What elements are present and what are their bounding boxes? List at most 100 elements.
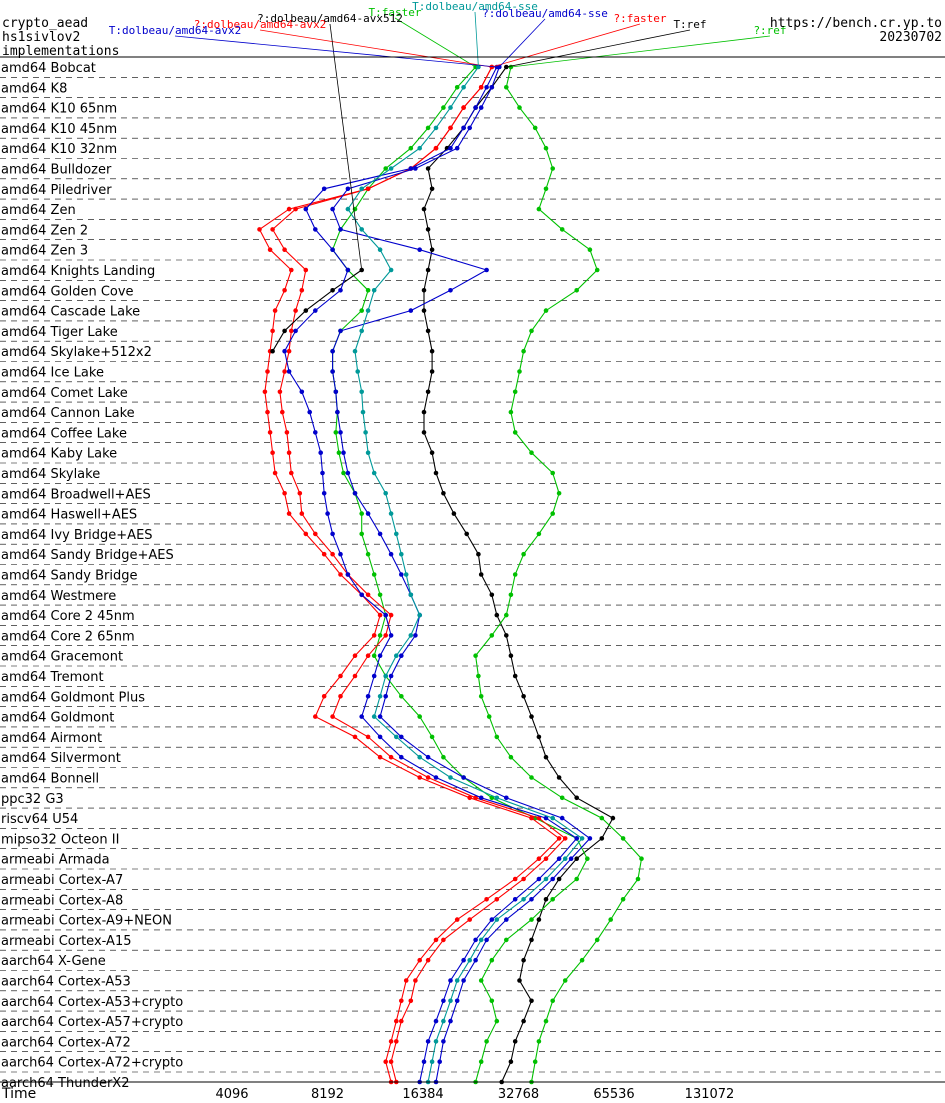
data-point	[388, 1039, 394, 1044]
category-label: ppc32 G3	[1, 792, 64, 807]
legend-leader	[394, 17, 476, 68]
data-point	[494, 612, 500, 618]
data-point	[388, 673, 394, 679]
series-t-ref	[421, 64, 616, 1085]
data-point	[454, 145, 460, 151]
data-point	[286, 450, 292, 456]
data-point	[282, 369, 287, 374]
data-point	[377, 612, 383, 618]
data-point	[494, 795, 500, 801]
legend-entry: ?:faster	[614, 12, 667, 25]
data-point	[574, 856, 579, 861]
data-point	[365, 734, 371, 740]
title-line-3: implementations	[2, 44, 119, 59]
data-point	[383, 673, 389, 679]
data-point	[282, 288, 287, 293]
category-label: mipso32 Octeon II	[1, 832, 119, 847]
data-point	[429, 734, 435, 740]
category-label: amd64 K10 32nm	[1, 142, 117, 157]
data-point	[388, 267, 394, 273]
data-point	[559, 227, 565, 232]
data-point	[504, 85, 509, 90]
data-point	[559, 795, 565, 801]
data-point	[484, 85, 489, 90]
data-point	[556, 491, 562, 496]
date-stamp: 20230702	[879, 30, 942, 45]
x-axis: Time 4096 8192 16384 32768 65536 131072	[1, 1086, 734, 1102]
legend-entry: ?:ref	[753, 24, 786, 37]
data-point	[635, 876, 641, 882]
data-point	[360, 409, 366, 415]
series--dolbeau-amd64-avx2	[257, 64, 562, 1085]
legend-leader	[329, 23, 363, 271]
data-point	[529, 714, 534, 719]
data-point	[473, 653, 478, 658]
data-point	[429, 186, 435, 192]
data-point	[286, 348, 292, 354]
data-point	[433, 125, 439, 131]
data-point	[333, 430, 339, 435]
data-point	[270, 348, 275, 354]
data-point	[267, 247, 273, 252]
data-point	[338, 288, 343, 293]
data-point	[377, 531, 383, 537]
data-point	[508, 754, 514, 760]
data-point	[359, 328, 365, 334]
data-point	[388, 754, 394, 760]
data-point	[365, 694, 371, 699]
x-tick-label: 32768	[498, 1087, 539, 1102]
data-point	[282, 247, 287, 252]
data-point	[388, 166, 394, 171]
data-point	[303, 206, 309, 212]
data-point	[599, 815, 605, 821]
data-point	[608, 917, 613, 922]
data-point	[478, 978, 484, 983]
data-point	[293, 328, 298, 334]
category-label: amd64 Gracemont	[1, 650, 123, 665]
data-point	[286, 511, 292, 516]
data-point	[556, 836, 562, 841]
data-point	[408, 633, 414, 638]
data-point	[363, 430, 368, 435]
data-point	[345, 572, 351, 577]
category-label: amd64 Piledriver	[1, 183, 112, 198]
x-tick-label: 16384	[402, 1087, 443, 1102]
data-point	[408, 998, 414, 1004]
series--faster	[270, 64, 568, 1085]
data-point	[451, 511, 457, 516]
data-point	[489, 917, 495, 922]
data-point	[512, 389, 518, 395]
data-point	[489, 85, 495, 90]
data-point	[313, 430, 318, 435]
data-point	[574, 876, 579, 882]
title-block: crypto_aead hs1sivlov2 implementations h…	[2, 16, 942, 59]
data-point	[286, 369, 292, 374]
data-point	[504, 633, 509, 638]
data-point	[399, 551, 404, 557]
data-point	[429, 247, 435, 252]
data-point	[284, 430, 290, 435]
data-point	[521, 551, 526, 557]
data-point	[461, 978, 466, 983]
data-point	[388, 551, 394, 557]
data-point	[484, 267, 489, 273]
data-point	[338, 430, 343, 435]
data-point	[543, 876, 549, 882]
category-label: amd64 Tremont	[1, 670, 104, 685]
data-point	[399, 653, 404, 658]
data-point	[550, 815, 555, 821]
data-point	[441, 1018, 446, 1024]
data-point	[359, 186, 365, 192]
data-point	[413, 633, 418, 638]
data-point	[365, 288, 371, 293]
data-point	[489, 633, 495, 638]
series--dolbeau-amd64-avx512	[270, 267, 365, 354]
data-point	[371, 572, 377, 577]
data-point	[448, 1018, 453, 1024]
data-point	[371, 470, 377, 476]
legend-entry: T:faster	[369, 6, 422, 19]
data-point	[359, 592, 365, 598]
data-point	[478, 85, 484, 90]
data-point	[355, 369, 361, 374]
